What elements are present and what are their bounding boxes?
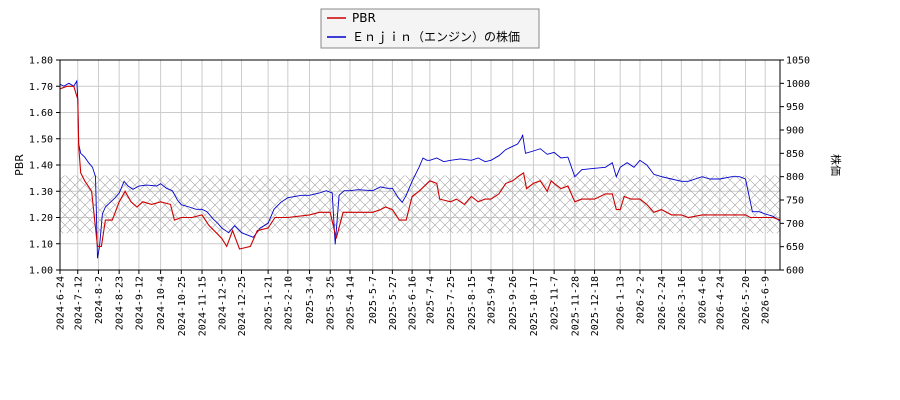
- left-tick-label: 1.20: [29, 213, 53, 224]
- x-tick-label: 2025-9-26: [508, 276, 519, 330]
- x-tick-label: 2026-2-2: [635, 276, 646, 324]
- x-tick-label: 2026-2-24: [657, 276, 668, 330]
- pbr-series-line: [60, 85, 780, 250]
- x-tick-label: 2025-7-25: [446, 276, 457, 330]
- x-tick-label: 2025-5-7: [368, 276, 379, 324]
- legend-pbr-label: PBR: [352, 11, 376, 25]
- right-tick-label: 650: [786, 242, 804, 253]
- x-tick-label: 2024-10-4: [156, 276, 167, 330]
- right-tick-label: 700: [786, 219, 804, 230]
- right-axis-ticks: 600 650 700 750 800 850 900 950 1000 1050: [780, 56, 810, 277]
- x-tick-label: 2025-9-4: [487, 276, 498, 324]
- left-axis-ticks: 1.00 1.10 1.20 1.30 1.40 1.50 1.60 1.70 1.80: [29, 56, 60, 277]
- right-tick-label: 1050: [786, 56, 810, 67]
- left-tick-label: 1.80: [29, 56, 53, 67]
- x-tick-label: 2024-8-23: [115, 276, 126, 330]
- left-tick-label: 1.30: [29, 187, 53, 198]
- x-tick-label: 2025-3-25: [326, 276, 337, 330]
- left-tick-label: 1.10: [29, 239, 53, 250]
- x-tick-label: 2026-4-6: [698, 276, 709, 324]
- x-tick-label: 2024-7-12: [73, 276, 84, 330]
- left-tick-label: 1.00: [29, 266, 53, 277]
- right-tick-label: 900: [786, 126, 804, 137]
- x-tick-label: 2026-3-16: [677, 276, 688, 330]
- x-axis-ticks: 2024-6-24 2024-7-12 2024-8-2 2024-8-23 2024-…: [56, 270, 772, 336]
- x-tick-label: 2025-11-7: [550, 276, 561, 330]
- x-tick-label: 2025-2-10: [283, 276, 294, 330]
- x-tick-label: 2024-6-24: [56, 276, 67, 330]
- x-tick-label: 2025-8-15: [467, 276, 478, 330]
- left-tick-label: 1.70: [29, 82, 53, 93]
- left-tick-label: 1.50: [29, 134, 53, 145]
- right-tick-label: 850: [786, 149, 804, 160]
- legend-box: [320, 8, 540, 49]
- x-tick-label: 2026-4-24: [715, 276, 726, 330]
- legend: PBR Ｅｎｊｉｎ（エンジン）の株価: [320, 8, 540, 49]
- right-tick-label: 600: [786, 266, 804, 277]
- x-tick-label: 2026-5-20: [741, 276, 752, 330]
- x-tick-label: 2025-1-21: [264, 276, 275, 330]
- x-tick-label: 2024-12-25: [237, 276, 248, 336]
- x-tick-label: 2025-4-14: [345, 276, 356, 330]
- price-series-line: [60, 79, 780, 259]
- x-tick-label: 2026-1-13: [616, 276, 627, 330]
- x-tick-label: 2025-12-18: [590, 276, 601, 336]
- x-tick-label: 2025-5-27: [388, 276, 399, 330]
- x-tick-label: 2024-11-15: [198, 276, 209, 336]
- x-tick-label: 2026-6-9: [761, 276, 772, 324]
- x-tick-label: 2024-8-2: [94, 276, 105, 324]
- x-tick-label: 2025-7-4: [425, 276, 436, 324]
- right-tick-label: 800: [786, 172, 804, 183]
- right-tick-label: 750: [786, 196, 804, 207]
- right-tick-label: 950: [786, 102, 804, 113]
- shaded-band: [60, 175, 780, 234]
- x-tick-label: 2024-12-5: [217, 276, 228, 330]
- x-tick-label: 2025-11-28: [570, 276, 581, 336]
- x-tick-label: 2025-3-4: [305, 276, 316, 324]
- legend-price-label: Ｅｎｊｉｎ（エンジン）の株価: [352, 29, 520, 44]
- left-tick-label: 1.60: [29, 108, 53, 119]
- right-axis-title: 株価: [829, 154, 843, 176]
- x-tick-label: 2025-10-17: [529, 276, 540, 336]
- left-axis-title: PBR: [13, 154, 26, 176]
- x-tick-label: 2024-9-12: [134, 276, 145, 330]
- right-tick-label: 1000: [786, 79, 810, 90]
- left-tick-label: 1.40: [29, 161, 53, 172]
- x-tick-label: 2024-10-25: [177, 276, 188, 336]
- x-tick-label: 2025-6-16: [408, 276, 419, 330]
